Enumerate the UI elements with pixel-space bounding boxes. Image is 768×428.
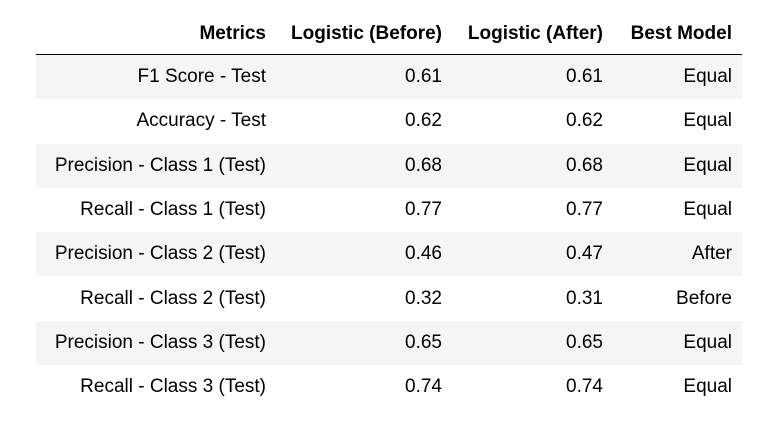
after-value-cell: 0.74 xyxy=(452,365,613,410)
best-model-cell: Equal xyxy=(613,99,742,144)
after-value-cell: 0.62 xyxy=(452,99,613,144)
metric-name-cell: Precision - Class 3 (Test) xyxy=(36,320,276,366)
header-best-model: Best Model xyxy=(613,14,742,55)
header-logistic-before: Logistic (Before) xyxy=(276,14,452,55)
after-value-cell: 0.31 xyxy=(452,276,613,321)
before-value-cell: 0.74 xyxy=(276,365,452,410)
metrics-table-container: Metrics Logistic (Before) Logistic (Afte… xyxy=(36,14,742,410)
before-value-cell: 0.61 xyxy=(276,54,452,100)
before-value-cell: 0.68 xyxy=(276,143,452,188)
metric-name-cell: Recall - Class 3 (Test) xyxy=(36,365,276,410)
table-row: Recall - Class 3 (Test) 0.74 0.74 Equal xyxy=(36,365,742,410)
metrics-comparison-table: Metrics Logistic (Before) Logistic (Afte… xyxy=(36,14,742,410)
metric-name-cell: F1 Score - Test xyxy=(36,54,276,100)
table-row: Precision - Class 1 (Test) 0.68 0.68 Equ… xyxy=(36,143,742,188)
table-row: Recall - Class 2 (Test) 0.32 0.31 Before xyxy=(36,276,742,321)
table-row: Recall - Class 1 (Test) 0.77 0.77 Equal xyxy=(36,187,742,233)
metric-name-cell: Recall - Class 1 (Test) xyxy=(36,187,276,233)
table-row: Accuracy - Test 0.62 0.62 Equal xyxy=(36,99,742,144)
metric-name-cell: Precision - Class 2 (Test) xyxy=(36,232,276,277)
after-value-cell: 0.61 xyxy=(452,54,613,100)
best-model-cell: Equal xyxy=(613,187,742,233)
before-value-cell: 0.65 xyxy=(276,320,452,366)
best-model-cell: After xyxy=(613,232,742,277)
after-value-cell: 0.68 xyxy=(452,143,613,188)
best-model-cell: Equal xyxy=(613,143,742,188)
best-model-cell: Before xyxy=(613,276,742,321)
after-value-cell: 0.47 xyxy=(452,232,613,277)
table-row: F1 Score - Test 0.61 0.61 Equal xyxy=(36,54,742,100)
before-value-cell: 0.32 xyxy=(276,276,452,321)
table-row: Precision - Class 2 (Test) 0.46 0.47 Aft… xyxy=(36,232,742,277)
table-row: Precision - Class 3 (Test) 0.65 0.65 Equ… xyxy=(36,320,742,366)
best-model-cell: Equal xyxy=(613,320,742,366)
before-value-cell: 0.77 xyxy=(276,187,452,233)
header-metrics: Metrics xyxy=(36,14,276,55)
table-header-row: Metrics Logistic (Before) Logistic (Afte… xyxy=(36,14,742,55)
metric-name-cell: Precision - Class 1 (Test) xyxy=(36,143,276,188)
after-value-cell: 0.65 xyxy=(452,320,613,366)
before-value-cell: 0.62 xyxy=(276,99,452,144)
metric-name-cell: Accuracy - Test xyxy=(36,99,276,144)
header-logistic-after: Logistic (After) xyxy=(452,14,613,55)
after-value-cell: 0.77 xyxy=(452,187,613,233)
best-model-cell: Equal xyxy=(613,54,742,100)
best-model-cell: Equal xyxy=(613,365,742,410)
before-value-cell: 0.46 xyxy=(276,232,452,277)
metric-name-cell: Recall - Class 2 (Test) xyxy=(36,276,276,321)
